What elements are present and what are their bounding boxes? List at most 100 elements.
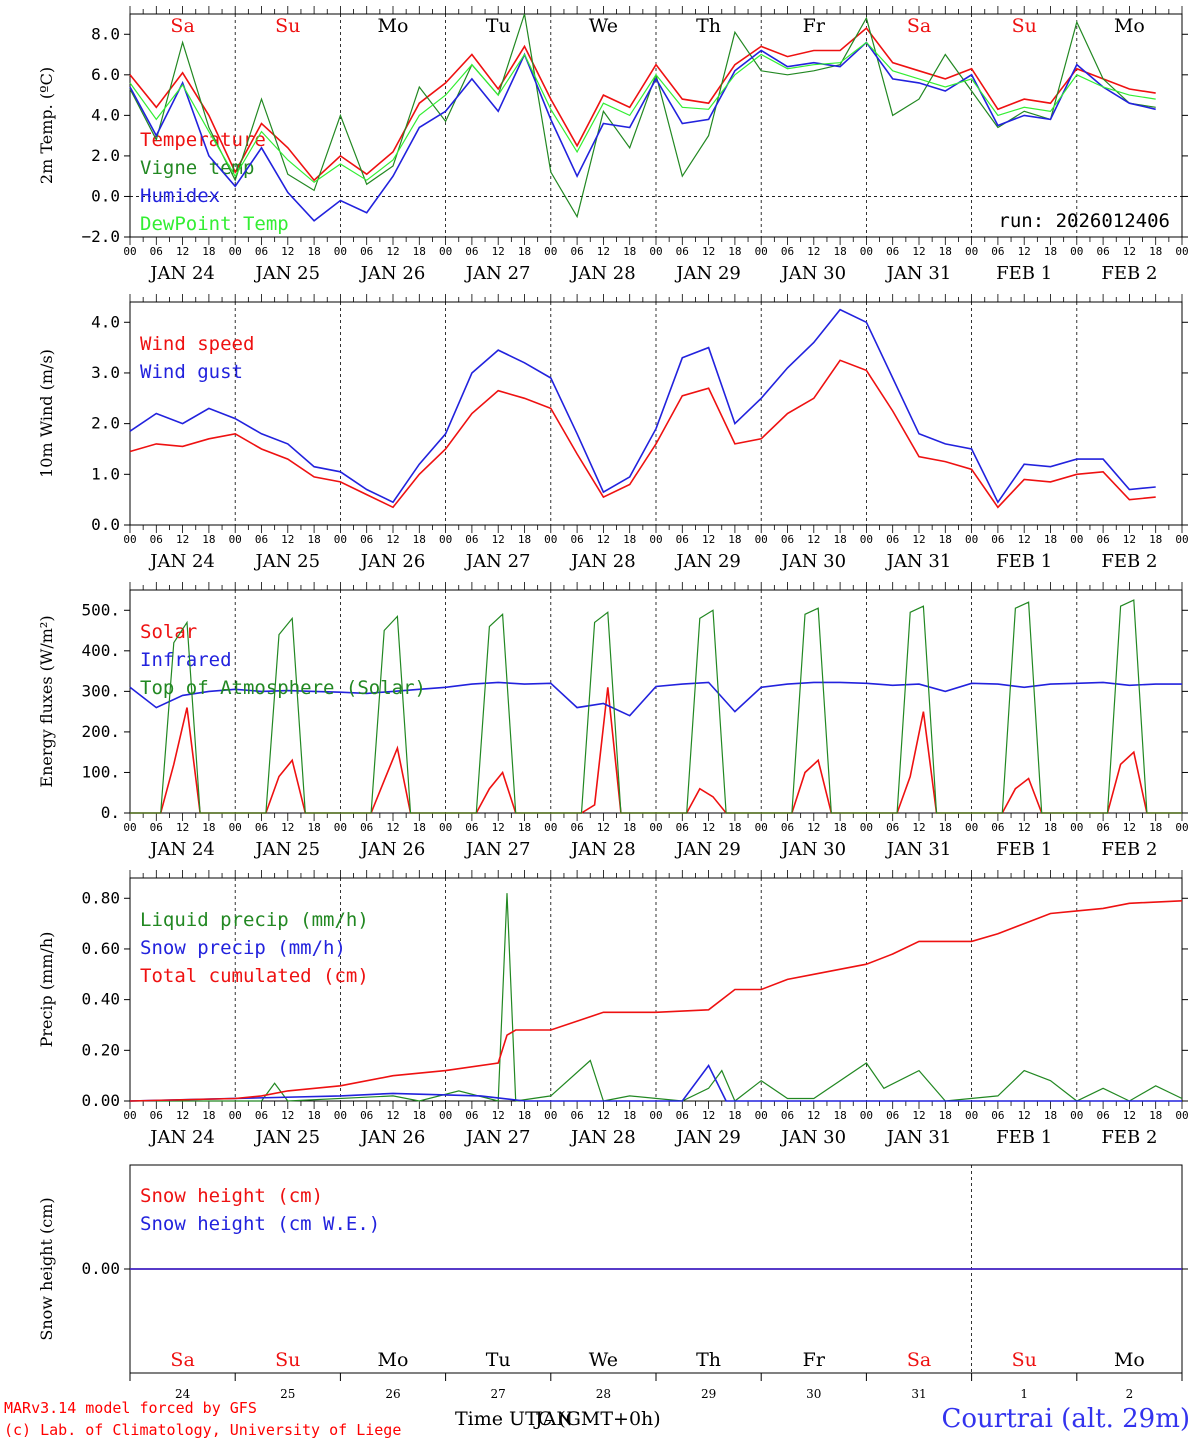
- x-hour-label: 12: [386, 533, 399, 546]
- x-date-label: JAN 28: [569, 551, 636, 572]
- x-hour-label: 18: [623, 1109, 636, 1122]
- x-hour-label: 06: [465, 821, 478, 834]
- x-date-label: FEB 2: [1101, 263, 1157, 284]
- y-tick-label: 0.0: [91, 515, 120, 534]
- x-hour-label: 00: [544, 821, 557, 834]
- x-hour-label: 06: [360, 1109, 373, 1122]
- x-date-label: JAN 30: [780, 839, 847, 860]
- x-hour-label: 18: [518, 821, 531, 834]
- x-hour-label: 12: [1018, 533, 1031, 546]
- x-hour-label: 06: [1096, 1109, 1109, 1122]
- x-date-label: FEB 2: [1101, 1127, 1157, 1148]
- x-hour-label: 18: [623, 533, 636, 546]
- x-hour-label: 00: [123, 1109, 136, 1122]
- series-line-total-cumulated-cm-: [129, 900, 1183, 1102]
- x-date-label: JAN 28: [569, 1127, 636, 1148]
- y-axis-label-precip: Precip (mm/h): [37, 932, 56, 1048]
- x-hour-label: 12: [176, 533, 189, 546]
- x-date-label: JAN 27: [464, 263, 531, 284]
- x-hour-label: 18: [413, 245, 426, 258]
- run-annotation: run: 2026012406: [998, 210, 1170, 232]
- x-date-label: JAN 24: [148, 1127, 215, 1148]
- x-date-label: JAN 25: [254, 1127, 321, 1148]
- legend-entry: Humidex: [140, 185, 220, 207]
- x-hour-label: 06: [150, 245, 163, 258]
- x-hour-label: 18: [623, 821, 636, 834]
- y-tick-label: 8.0: [91, 24, 120, 43]
- legend-entry: Wind speed: [140, 333, 254, 355]
- x-date-label: FEB 1: [996, 551, 1052, 572]
- y-tick-label: 200.: [81, 722, 120, 741]
- day-label-bottom: Mo: [378, 1349, 409, 1371]
- legend-entry: Vigne temp: [140, 157, 254, 179]
- x-hour-label: 00: [544, 533, 557, 546]
- day-number: 25: [280, 1387, 295, 1401]
- x-hour-label: 06: [886, 821, 899, 834]
- x-hour-label: 18: [833, 245, 846, 258]
- x-hour-label: 00: [1070, 245, 1083, 258]
- x-date-label: JAN 30: [780, 1127, 847, 1148]
- y-tick-label: 3.0: [91, 363, 120, 382]
- x-hour-label: 06: [360, 821, 373, 834]
- x-hour-label: 06: [150, 821, 163, 834]
- y-tick-label: 0.80: [81, 888, 120, 907]
- legend-entry: Liquid precip (mm/h): [140, 909, 369, 931]
- x-hour-label: 18: [1149, 821, 1162, 834]
- x-hour-label: 06: [991, 821, 1004, 834]
- series-line-top-of-atmosphere-solar-: [130, 599, 1182, 814]
- x-hour-label: 06: [570, 1109, 583, 1122]
- x-hour-label: 12: [807, 533, 820, 546]
- day-number: 30: [806, 1387, 821, 1401]
- x-hour-label: 00: [755, 821, 768, 834]
- x-hour-label: 06: [465, 533, 478, 546]
- x-hour-label: 00: [1070, 1109, 1083, 1122]
- day-label-bottom: Tu: [486, 1349, 511, 1371]
- x-hour-label: 00: [965, 245, 978, 258]
- x-hour-label: 00: [649, 1109, 662, 1122]
- day-label-bottom: Sa: [170, 1349, 194, 1371]
- x-hour-label: 12: [597, 245, 610, 258]
- x-hour-label: 12: [386, 245, 399, 258]
- x-hour-label: 12: [807, 245, 820, 258]
- x-hour-label: 00: [965, 821, 978, 834]
- panel-frame-temp: [129, 13, 1183, 238]
- x-hour-label: 12: [1123, 821, 1136, 834]
- x-date-label: JAN 29: [674, 551, 741, 572]
- x-hour-label: 00: [860, 1109, 873, 1122]
- x-date-label: JAN 27: [464, 839, 531, 860]
- day-number: 2: [1126, 1387, 1134, 1401]
- x-hour-label: 12: [492, 1109, 505, 1122]
- y-tick-label: 4.0: [91, 105, 120, 124]
- x-hour-label: 06: [991, 245, 1004, 258]
- x-hour-label: 00: [229, 245, 242, 258]
- x-date-label: JAN 24: [148, 839, 215, 860]
- y-tick-label: 300.: [81, 681, 120, 700]
- day-label-bottom: We: [589, 1349, 618, 1371]
- x-hour-label: 12: [597, 533, 610, 546]
- x-hour-label: 00: [123, 533, 136, 546]
- x-date-label: JAN 31: [885, 1127, 952, 1148]
- x-date-label: JAN 26: [359, 263, 426, 284]
- x-date-label: FEB 1: [996, 839, 1052, 860]
- x-date-label: JAN 24: [148, 263, 215, 284]
- x-hour-label: 12: [1018, 1109, 1031, 1122]
- x-date-label: JAN 30: [780, 551, 847, 572]
- series-line-snow-precip-mm-h-: [129, 1063, 1182, 1102]
- x-hour-label: 18: [623, 245, 636, 258]
- day-label-top: Mo: [378, 15, 409, 37]
- x-hour-label: 00: [229, 821, 242, 834]
- x-hour-label: 00: [649, 821, 662, 834]
- x-hour-label: 18: [833, 533, 846, 546]
- x-date-label: JAN 31: [885, 551, 952, 572]
- x-date-label: FEB 2: [1101, 839, 1157, 860]
- x-hour-label: 12: [492, 821, 505, 834]
- x-date-label: JAN 29: [674, 1127, 741, 1148]
- x-hour-label: 06: [886, 245, 899, 258]
- x-hour-label: 12: [1018, 821, 1031, 834]
- y-tick-label: 4.0: [91, 312, 120, 331]
- y-tick-label: 0.0: [91, 186, 120, 205]
- y-tick-label: −2.0: [81, 227, 120, 246]
- x-hour-label: 18: [307, 1109, 320, 1122]
- legend-entry: Snow height (cm): [140, 1185, 323, 1207]
